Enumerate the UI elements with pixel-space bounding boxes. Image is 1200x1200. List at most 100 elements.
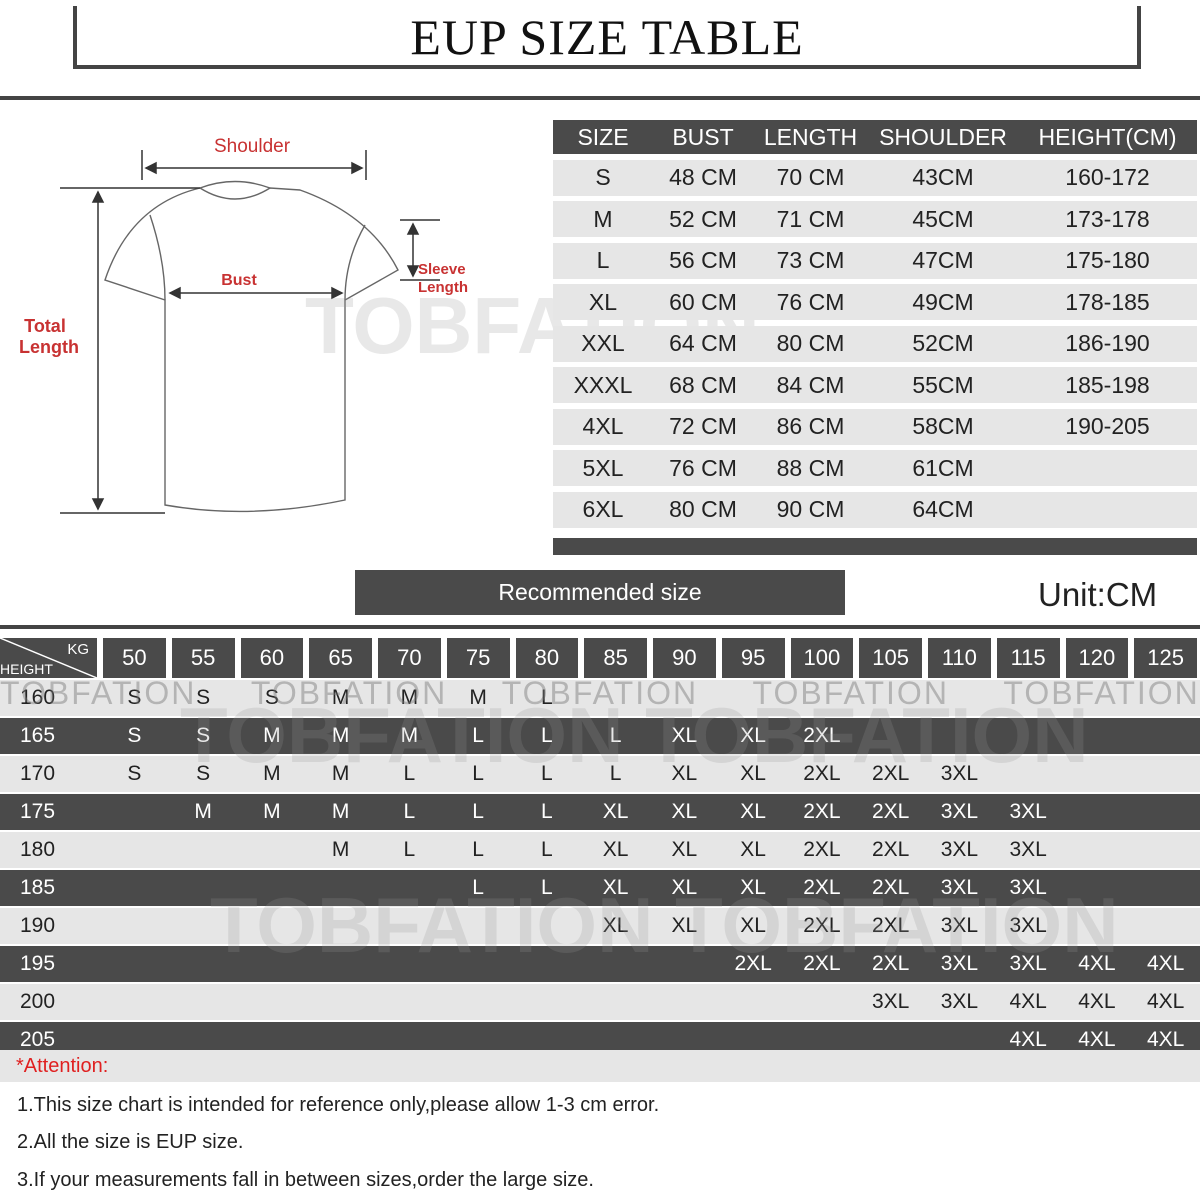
size-cell: 2XL	[803, 876, 841, 899]
size-cell: M	[331, 762, 350, 785]
size-cell: M	[331, 686, 350, 709]
size-cell: 71 CM	[776, 205, 845, 232]
size-cell: 86 CM	[776, 413, 845, 439]
size-cell: 2XL	[803, 952, 841, 975]
total-label-2: Length	[19, 337, 79, 357]
weight-header: 75	[446, 638, 510, 678]
size-cell: 49CM	[912, 288, 974, 315]
weight-header: 85	[584, 638, 647, 678]
bust-label: Bust	[221, 272, 257, 289]
height-cell: 170	[20, 762, 56, 785]
size-cell: 64 CM	[669, 330, 737, 356]
size-cell: L	[403, 800, 416, 823]
height-cell: 190	[20, 914, 56, 937]
header-height: HEIGHT(CM)	[1038, 123, 1177, 150]
size-cell: S	[264, 686, 279, 709]
size-cell: 68 CM	[669, 371, 737, 398]
height-label: HEIGHT	[0, 661, 53, 677]
divider	[0, 625, 1200, 629]
height-cell: 160	[20, 686, 56, 709]
size-row: 5XL 76 CM 88 CM 61CM	[553, 450, 1197, 486]
size-cell: 3XL	[871, 990, 910, 1013]
size-cell: L	[541, 800, 553, 823]
size-cell: 80 CM	[669, 496, 737, 522]
size-cell: 43CM	[912, 164, 974, 190]
size-cell: L	[472, 838, 484, 861]
size-cell: 4XL	[1146, 952, 1185, 975]
size-cell: L	[541, 686, 553, 709]
size-row: XXXL 68 CM 84 CM 55CM 185-198	[553, 367, 1197, 403]
weight-header: 80	[515, 638, 579, 678]
header-shoulder: SHOULDER	[879, 123, 1007, 150]
recommendation-row: 165 S S M M M L L L XL XL 2XL	[0, 718, 1200, 754]
size-cell: XL	[740, 800, 766, 823]
size-cell: S	[127, 686, 142, 709]
size-cell: 47CM	[912, 247, 974, 273]
size-cell: 3XL	[1009, 876, 1047, 899]
size-table: SIZE BUST LENGTH SHOULDER HEIGHT(CM) S 48…	[553, 120, 1197, 555]
size-cell: 3XL	[1009, 952, 1047, 975]
size-cell: L	[403, 838, 416, 861]
height-cell: 185	[20, 876, 56, 899]
size-cell: S	[196, 762, 211, 785]
recommendation-row: 175 M M M L L L XL XL XL 2XL 2XL 3XL 3XL	[0, 794, 1200, 830]
size-cell: 4XL	[1078, 990, 1116, 1013]
shoulder-label: Shoulder	[214, 136, 291, 157]
size-cell: 3XL	[1009, 800, 1047, 823]
size-cell: XL	[671, 838, 698, 861]
size-cell: XL	[740, 876, 766, 899]
size-cell: 2XL	[803, 914, 841, 937]
size-cell: 5XL	[582, 454, 624, 481]
header-bust: BUST	[672, 123, 734, 150]
size-cell: M	[331, 724, 350, 747]
size-cell: XL	[602, 838, 629, 861]
size-cell: 3XL	[940, 838, 979, 861]
size-cell: 90 CM	[776, 496, 845, 522]
size-row: M 52 CM 71 CM 45CM 173-178	[553, 201, 1197, 237]
weight-header: 60	[240, 638, 304, 678]
size-cell: XXXL	[573, 371, 633, 398]
size-cell: XXL	[581, 330, 625, 356]
size-cell: 56 CM	[669, 247, 737, 273]
size-cell: 3XL	[1009, 914, 1047, 937]
size-cell: S	[196, 724, 211, 747]
size-cell: 3XL	[940, 762, 979, 785]
recommendation-table: KG HEIGHT 50 55 60 65 70 75 80 85 90 95 100 105 110 1…	[0, 638, 1200, 1058]
size-cell: L	[541, 838, 553, 861]
weight-header: 105	[859, 638, 922, 678]
size-cell: S	[595, 164, 611, 190]
size-cell: 3XL	[940, 990, 979, 1013]
height-cell: 175	[20, 800, 56, 823]
size-cell: M	[263, 724, 281, 747]
size-cell: 55CM	[912, 371, 974, 398]
size-cell: 45CM	[912, 205, 974, 232]
size-cell: 3XL	[940, 952, 979, 975]
title-frame	[73, 6, 1141, 69]
size-row: L 56 CM 73 CM 47CM 175-180	[553, 242, 1197, 279]
note-2: 2.All the size is EUP size.	[17, 1131, 244, 1153]
weight-header: 65	[309, 638, 372, 678]
size-cell: 4XL	[1078, 952, 1116, 975]
size-cell: 52CM	[912, 330, 974, 356]
size-cell: 48 CM	[669, 164, 737, 190]
size-cell: L	[609, 724, 622, 747]
corner-cell: KG HEIGHT	[0, 638, 97, 678]
height-cell: 180	[20, 838, 56, 861]
size-cell: 186-190	[1065, 330, 1150, 356]
attention-label: *Attention:	[0, 1050, 1200, 1082]
sleeve-label-2: Length	[418, 279, 468, 296]
size-cell: 58CM	[912, 413, 974, 439]
size-cell: 2XL	[803, 762, 841, 785]
height-cell: 165	[20, 724, 56, 747]
size-cell: XL	[602, 876, 629, 899]
height-cell: 205	[20, 1028, 56, 1051]
size-cell: L	[472, 724, 484, 747]
size-cell: XL	[588, 288, 618, 315]
size-cell: 60 CM	[669, 288, 737, 315]
size-cell: M	[400, 724, 419, 747]
size-cell: L	[472, 762, 484, 785]
size-cell: XL	[671, 762, 698, 785]
size-cell: 2XL	[803, 838, 841, 861]
size-cell: M	[469, 686, 487, 709]
size-cell: XL	[740, 838, 766, 861]
